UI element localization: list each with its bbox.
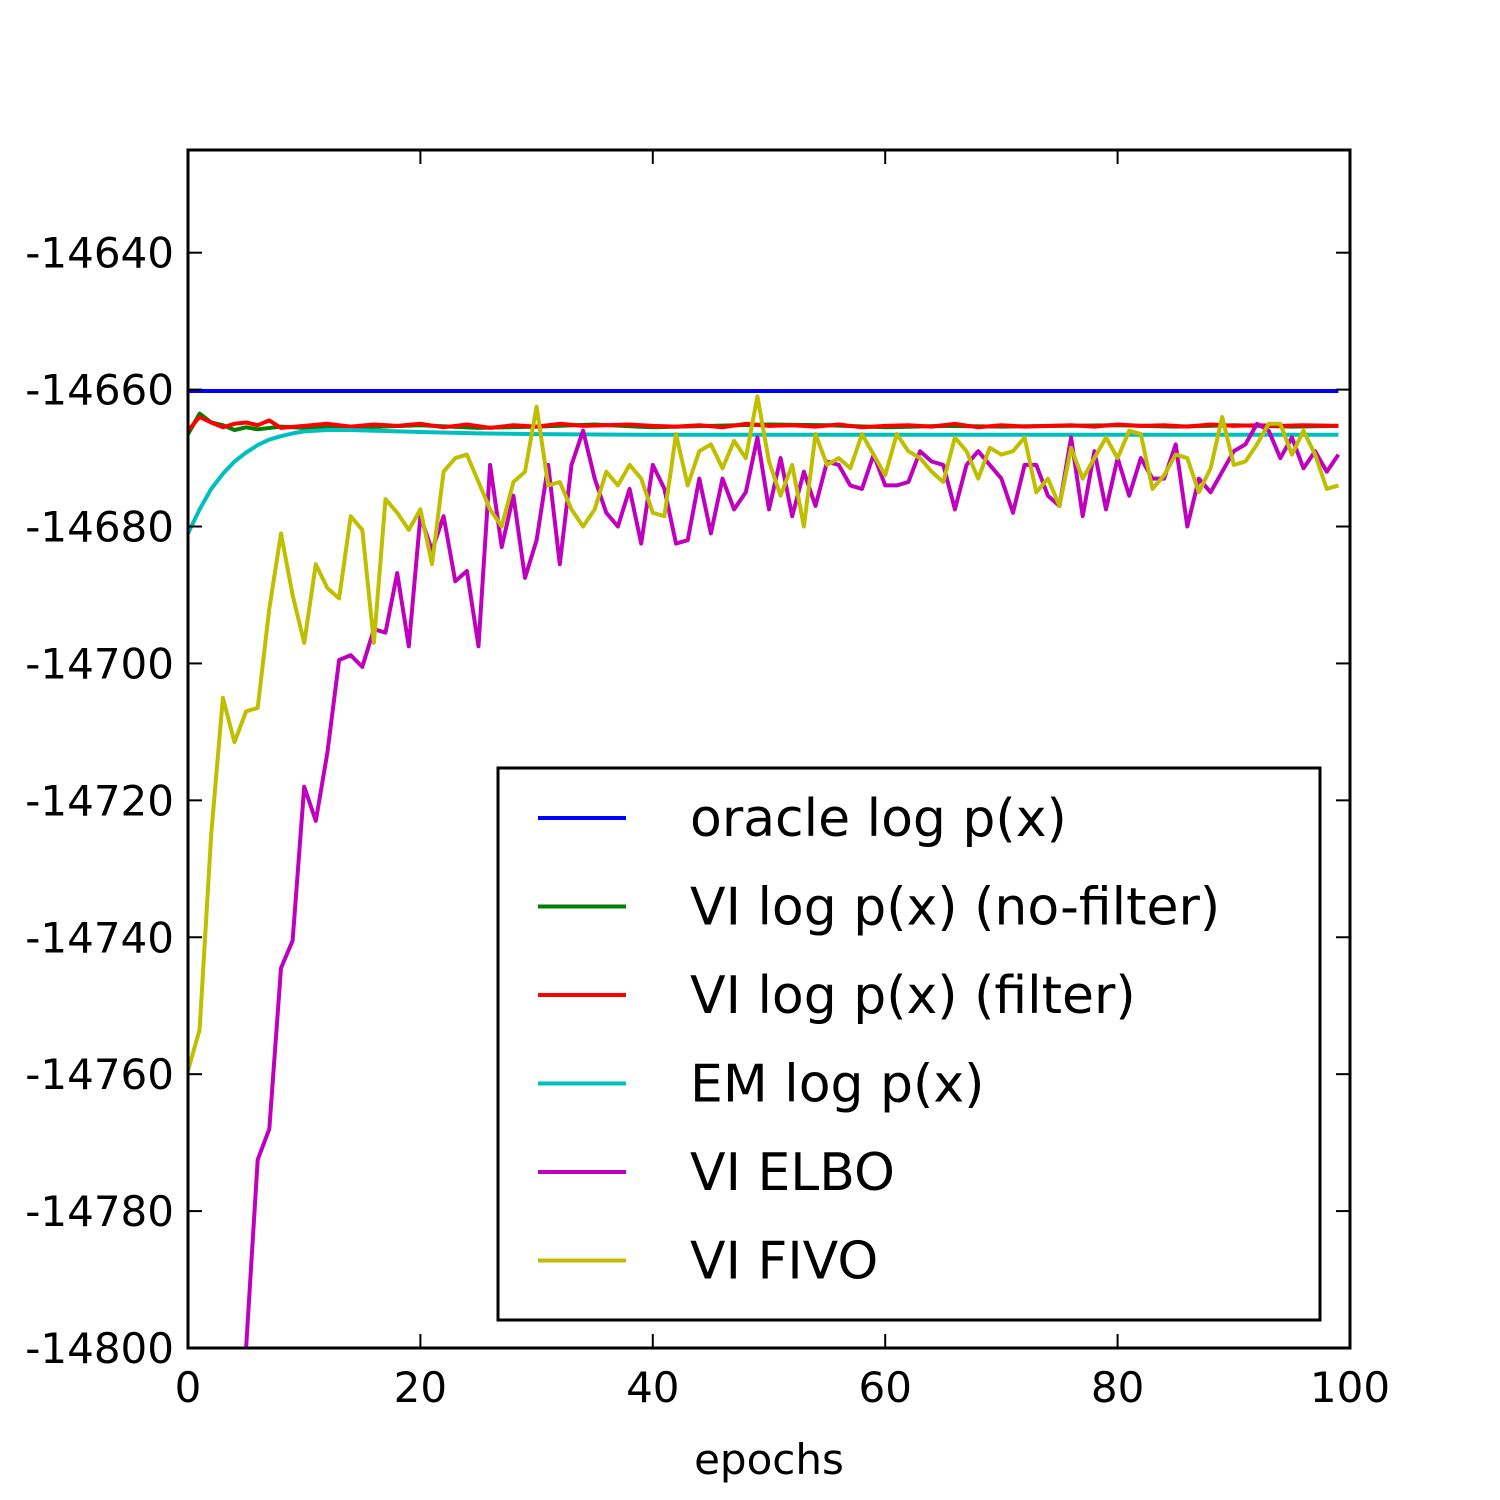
series-line-4: [188, 428, 1339, 535]
y-tick-label: -14660: [25, 366, 174, 415]
y-tick-label: -14720: [25, 776, 174, 825]
x-axis-title: epochs: [694, 1435, 844, 1484]
plot-frame: [186, 148, 1352, 1350]
x-tick-label: 0: [175, 1363, 202, 1412]
series-line-3: [188, 415, 1339, 432]
y-tick-label: -14800: [25, 1324, 174, 1373]
x-tick-label: 40: [626, 1363, 679, 1412]
legend-label: VI log p(x) (no-filter): [690, 878, 1220, 938]
legend-label: VI FIVO: [690, 1232, 878, 1292]
y-tick-label: -14640: [25, 229, 174, 278]
y-tick-label: -14700: [25, 639, 174, 688]
y-tick-label: -14760: [25, 1050, 174, 1099]
legend-box: [496, 766, 1322, 1322]
legend-label: EM log p(x): [690, 1055, 984, 1115]
y-tick-label: -14780: [25, 1187, 174, 1236]
x-tick-label: 20: [394, 1363, 447, 1412]
series-line-6: [188, 394, 1339, 1072]
y-tick-label: -14740: [25, 913, 174, 962]
x-tick-label: 100: [1310, 1363, 1390, 1412]
legend-label: VI log p(x) (filter): [690, 966, 1136, 1026]
x-tick-label: 80: [1091, 1363, 1144, 1412]
legend-label: oracle log p(x): [690, 789, 1067, 849]
x-tick-label: 60: [858, 1363, 911, 1412]
ticks-layer: 0 20 40 60 80 100 -14800 -14780 -14760 -14740 -147…: [25, 150, 1390, 1412]
series-layer: [188, 389, 1341, 1348]
legend-label: VI ELBO: [690, 1143, 895, 1203]
legend: oracle log p(x) VI log p(x) (no-filter) VI…: [496, 766, 1322, 1322]
y-tick-label: -14680: [25, 503, 174, 552]
